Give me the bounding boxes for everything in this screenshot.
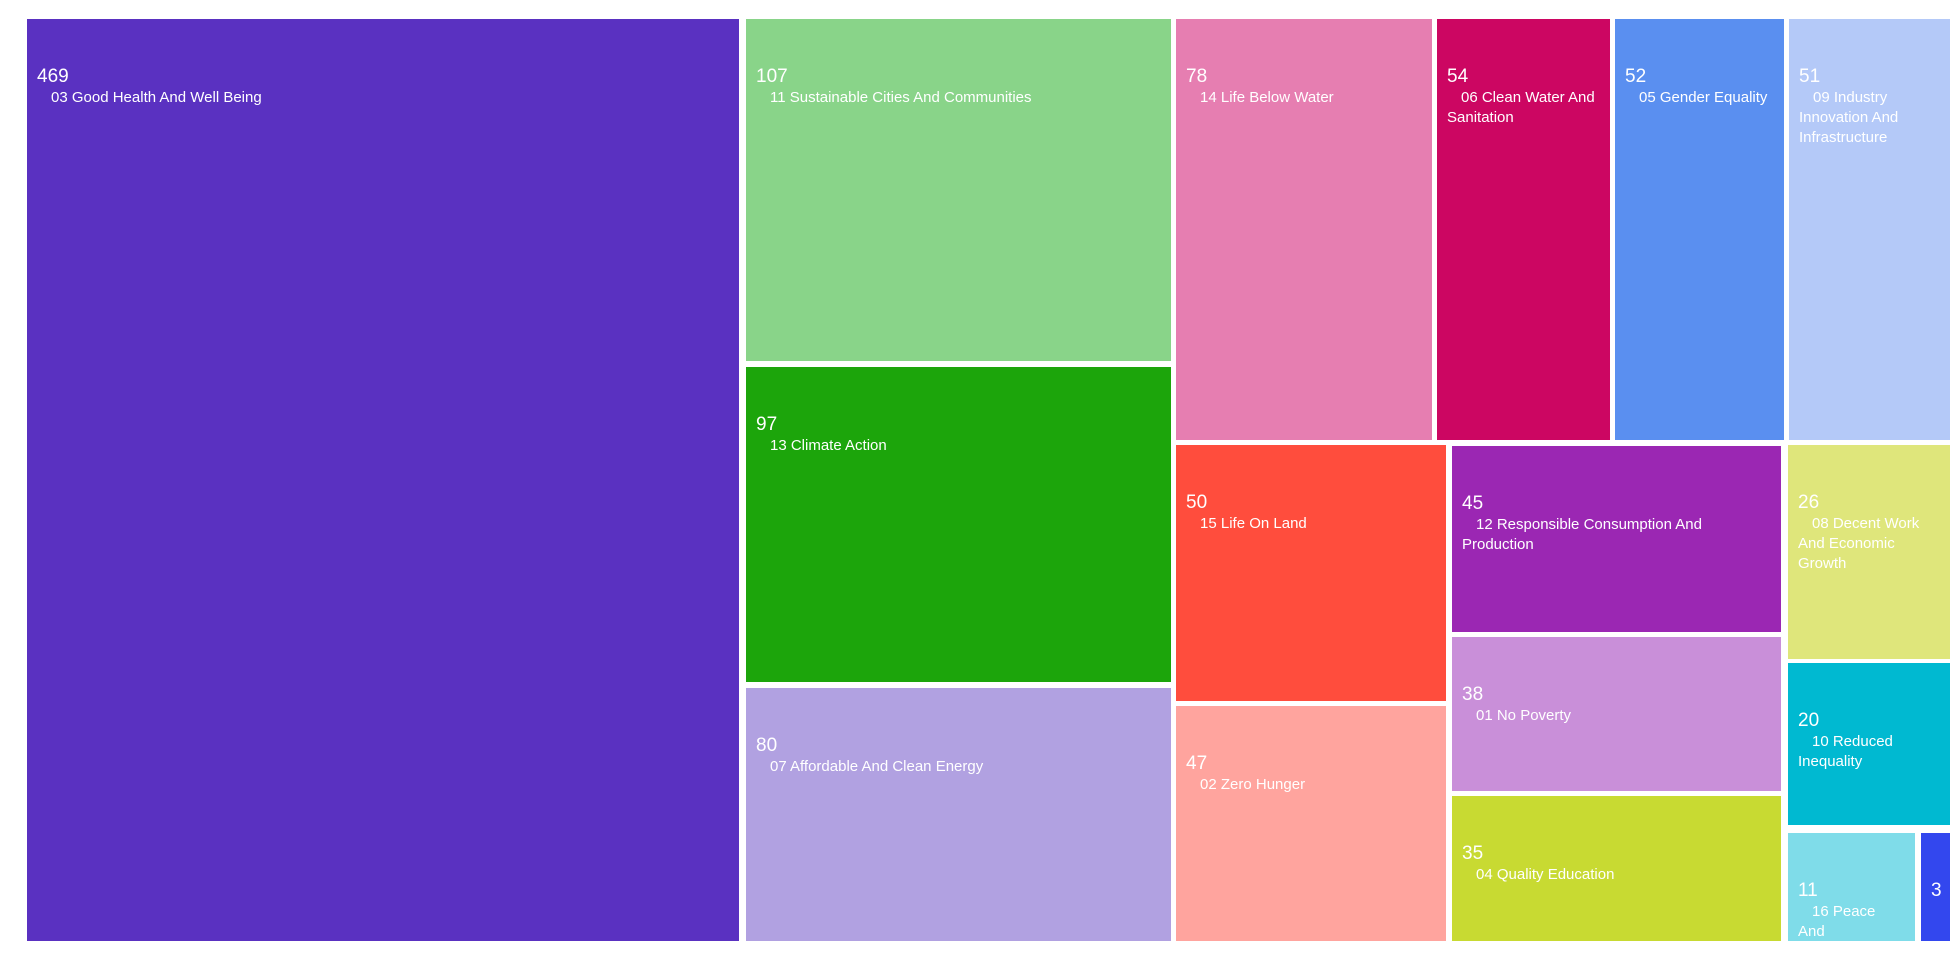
tile-text: 469 03 Good Health And Well Being [37,66,725,108]
tile-text: 20 10 Reduced Inequality [1798,710,1936,772]
treemap-tile-3[interactable]: 3 [1921,833,1950,941]
tile-label: 09 Industry Innovation And Infrastructur… [1799,89,1899,146]
treemap-tile-07 Affordable And Clean Energy[interactable]: 80 07 Affordable And Clean Energy [746,688,1171,941]
treemap-tile-06 Clean Water And Sanitation[interactable]: 54 06 Clean Water And Sanitation [1437,19,1610,440]
tile-label: 05 Gender Equality [1639,89,1768,106]
tile-value: 11 [1798,880,1818,901]
tile-text: 38 01 No Poverty [1462,684,1767,726]
tile-text: 97 13 Climate Action [756,414,1157,456]
tile-value: 26 [1798,492,1820,513]
treemap-tile-05 Gender Equality[interactable]: 52 05 Gender Equality [1615,19,1784,440]
tile-text: 52 05 Gender Equality [1625,66,1770,108]
tile-label: 13 Climate Action [770,437,887,454]
tile-label: 06 Clean Water And Sanitation [1447,89,1595,126]
treemap-tile-09 Industry Innovation And Infrastructure[interactable]: 51 09 Industry Innovation And Infrastruc… [1789,19,1950,440]
tile-label: 03 Good Health And Well Being [51,89,262,106]
tile-text: 78 14 Life Below Water [1186,66,1418,108]
tile-text: 11 16 Peace And [1798,880,1901,941]
tile-label: 16 Peace And [1798,903,1876,940]
treemap-tile-03 Good Health And Well Being[interactable]: 469 03 Good Health And Well Being [27,19,739,941]
treemap-tile-01 No Poverty[interactable]: 38 01 No Poverty [1452,637,1781,791]
tile-label: 14 Life Below Water [1200,89,1334,106]
treemap-tile-14 Life Below Water[interactable]: 78 14 Life Below Water [1176,19,1432,440]
tile-label: 04 Quality Education [1476,866,1615,883]
treemap-tile-13 Climate Action[interactable]: 97 13 Climate Action [746,367,1171,682]
tile-text: 80 07 Affordable And Clean Energy [756,735,1157,777]
tile-value: 20 [1798,710,1820,731]
tile-text: 51 09 Industry Innovation And Infrastruc… [1799,66,1936,148]
tile-label: 11 Sustainable Cities And Communities [770,89,1032,106]
tile-text: 107 11 Sustainable Cities And Communitie… [756,66,1157,108]
treemap-tile-02 Zero Hunger[interactable]: 47 02 Zero Hunger [1176,706,1446,941]
tile-value: 469 [37,66,69,87]
tile-value: 47 [1186,753,1208,774]
tile-label: 12 Responsible Consumption And Productio… [1462,516,1702,553]
tile-text: 26 08 Decent Work And Economic Growth [1798,492,1936,574]
tile-value: 97 [756,414,778,435]
tile-label: 10 Reduced Inequality [1798,733,1893,770]
tile-text: 3 [1931,880,1942,902]
tile-text: 54 06 Clean Water And Sanitation [1447,66,1596,128]
treemap-tile-12 Responsible Consumption And Production[interactable]: 45 12 Responsible Consumption And Produc… [1452,446,1781,632]
tile-value: 3 [1931,880,1942,901]
tile-value: 52 [1625,66,1647,87]
treemap-tile-08 Decent Work And Economic Growth[interactable]: 26 08 Decent Work And Economic Growth [1788,445,1950,659]
tile-label: 02 Zero Hunger [1200,776,1306,793]
tile-label: 01 No Poverty [1476,707,1572,724]
tile-value: 54 [1447,66,1469,87]
treemap-tile-11 Sustainable Cities And Communities[interactable]: 107 11 Sustainable Cities And Communitie… [746,19,1171,361]
tile-value: 78 [1186,66,1208,87]
tile-value: 35 [1462,843,1484,864]
tile-text: 47 02 Zero Hunger [1186,753,1432,795]
treemap-tile-15 Life On Land[interactable]: 50 15 Life On Land [1176,445,1446,701]
tile-value: 80 [756,735,778,756]
treemap-tile-16 Peace And[interactable]: 11 16 Peace And [1788,833,1915,941]
treemap-tile-10 Reduced Inequality[interactable]: 20 10 Reduced Inequality [1788,663,1950,825]
tile-value: 45 [1462,493,1484,514]
tile-value: 107 [756,66,788,87]
treemap-tile-04 Quality Education[interactable]: 35 04 Quality Education [1452,796,1781,941]
tile-text: 35 04 Quality Education [1462,843,1767,885]
tile-label: 15 Life On Land [1200,515,1307,532]
tile-label: 08 Decent Work And Economic Growth [1798,515,1920,572]
tile-value: 51 [1799,66,1821,87]
tile-value: 50 [1186,492,1208,513]
tile-text: 50 15 Life On Land [1186,492,1432,534]
tile-text: 45 12 Responsible Consumption And Produc… [1462,493,1767,555]
tile-label: 07 Affordable And Clean Energy [770,758,984,775]
tile-value: 38 [1462,684,1484,705]
